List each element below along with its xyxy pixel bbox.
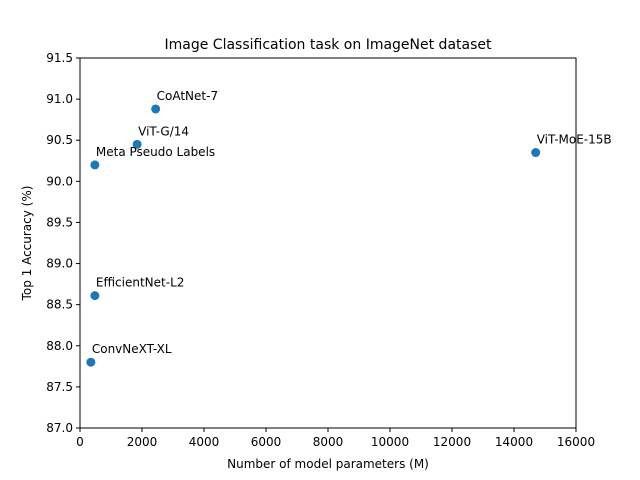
y-tick-label: 91.5 [46, 51, 73, 65]
point-label: ViT-G/14 [138, 124, 189, 138]
data-point [151, 104, 161, 114]
x-tick-label: 4000 [189, 435, 220, 449]
x-tick-label: 16000 [557, 435, 595, 449]
y-tick-label: 90.0 [46, 174, 73, 188]
data-point [90, 291, 100, 301]
x-tick-label: 8000 [313, 435, 344, 449]
point-label: CoAtNet-7 [157, 89, 218, 103]
y-tick-label: 87.0 [46, 421, 73, 435]
x-axis-label: Number of model parameters (M) [227, 457, 429, 471]
y-tick-label: 91.0 [46, 92, 73, 106]
data-point [531, 148, 541, 158]
x-tick-label: 0 [76, 435, 84, 449]
data-point [86, 357, 96, 367]
y-axis-label: Top 1 Accuracy (%) [20, 186, 34, 302]
chart-title: Image Classification task on ImageNet da… [165, 37, 493, 53]
point-label: ViT-MoE-15B [537, 133, 612, 147]
y-tick-label: 87.5 [46, 380, 73, 394]
y-tick-label: 88.0 [46, 339, 73, 353]
x-tick-label: 14000 [495, 435, 533, 449]
x-tick-label: 10000 [371, 435, 409, 449]
data-point [90, 160, 100, 170]
point-label: EfficientNet-L2 [96, 276, 185, 290]
data-point [132, 139, 142, 149]
plot-frame [79, 57, 577, 429]
x-axis-ticks: 0 2000 4000 6000 8000 10000 12000 14000 16000 [76, 428, 595, 449]
x-tick-label: 6000 [251, 435, 282, 449]
y-tick-label: 90.5 [46, 133, 73, 147]
point-labels: CoAtNet-7 ViT-G/14 Meta Pseudo Labels ViT-M… [92, 89, 612, 356]
point-label: ConvNeXT-XL [92, 342, 172, 356]
y-axis-ticks: 87.0 87.5 88.0 88.5 89.0 89.5 90.0 90.5 91.0 91.5 [46, 51, 80, 435]
x-tick-label: 2000 [127, 435, 158, 449]
data-points [86, 104, 541, 367]
y-tick-label: 88.5 [46, 298, 73, 312]
x-tick-label: 12000 [433, 435, 471, 449]
point-label: Meta Pseudo Labels [96, 145, 215, 159]
y-tick-label: 89.0 [46, 257, 73, 271]
y-tick-label: 89.5 [46, 215, 73, 229]
